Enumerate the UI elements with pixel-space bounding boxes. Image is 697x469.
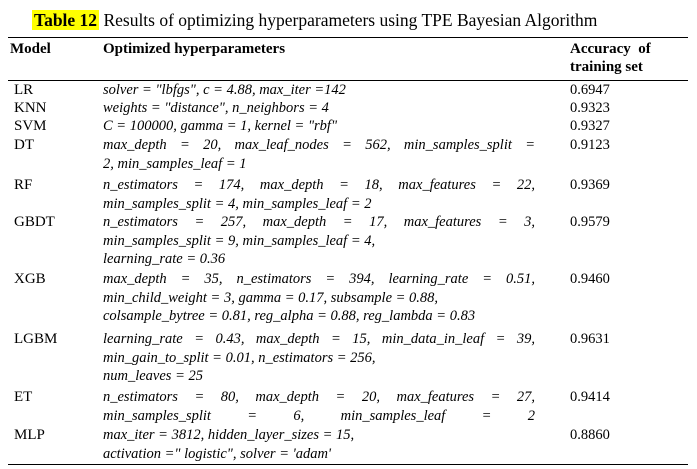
hyperparameters: max_iter = 3812, hidden_layer_sizes = 15… (103, 426, 535, 463)
header-rule (8, 80, 688, 81)
table-caption: Table 12 Results of optimizing hyperpara… (32, 9, 672, 31)
accuracy-value: 0.8860 (570, 427, 610, 443)
hyperparameter-line: 2, min_samples_leaf = 1 (103, 155, 247, 172)
accuracy-value: 0.9631 (570, 331, 610, 347)
model-name: ET (14, 389, 33, 405)
accuracy-value: 0.9369 (570, 177, 610, 193)
table-label: Table 12 (32, 10, 100, 30)
hyperparameter-line: n_estimators = 80, max_depth = 20, max_f… (103, 389, 535, 405)
model-name: RF (14, 177, 33, 193)
hyperparameter-line: min_samples_split = 4, min_samples_leaf … (103, 195, 372, 212)
hyperparameters: weights = "distance", n_neighbors = 4 (103, 99, 535, 118)
accuracy-value: 0.9327 (570, 118, 610, 134)
accuracy-value: 0.9460 (570, 271, 610, 287)
model-name: GBDT (14, 214, 55, 230)
top-rule (8, 37, 688, 38)
model-name: MLP (14, 427, 45, 443)
hyperparameter-line: min_child_weight = 3, gamma = 0.17, subs… (103, 289, 439, 306)
hyperparameters: n_estimators = 174, max_depth = 18, max_… (103, 176, 535, 213)
accuracy-value: 0.9123 (570, 137, 610, 153)
hyperparameter-line: num_leaves = 25 (103, 368, 203, 384)
hyperparameter-line: min_samples_split = 9, min_samples_leaf … (103, 232, 376, 249)
header-accuracy-line1: Accuracy of (570, 41, 651, 57)
header-params: Optimized hyperparameters (103, 41, 286, 57)
header-accuracy-line2: training set (570, 59, 643, 75)
accuracy-value: 0.6947 (570, 82, 610, 98)
model-name: LGBM (14, 331, 58, 347)
accuracy-value: 0.9323 (570, 100, 610, 116)
model-name: XGB (14, 271, 46, 287)
hyperparameter-line: n_estimators = 174, max_depth = 18, max_… (103, 177, 535, 193)
hyperparameter-line: C = 100000, gamma = 1, kernel = "rbf" (103, 118, 338, 134)
hyperparameter-line: learning_rate = 0.43, max_depth = 15, mi… (103, 331, 535, 347)
hyperparameter-line: colsample_bytree = 0.81, reg_alpha = 0.8… (103, 308, 476, 324)
header-model: Model (10, 41, 51, 57)
hyperparameter-line: max_iter = 3812, hidden_layer_sizes = 15… (103, 427, 355, 443)
hyperparameter-line: min_samples_split = 6, min_samples_leaf … (103, 407, 535, 424)
hyperparameter-line: learning_rate = 0.36 (103, 251, 226, 267)
hyperparameter-line: activation =" logistic", solver = 'adam' (103, 445, 332, 462)
accuracy-value: 0.9579 (570, 214, 610, 230)
model-name: LR (14, 82, 34, 98)
accuracy-value: 0.9414 (570, 389, 610, 405)
hyperparameters: learning_rate = 0.43, max_depth = 15, mi… (103, 330, 535, 386)
hyperparameter-line: min_gain_to_split = 0.01, n_estimators =… (103, 349, 376, 366)
header-accuracy: Accuracy of training set (570, 40, 680, 76)
model-name: KNN (14, 100, 47, 116)
hyperparameters: max_depth = 35, n_estimators = 394, lear… (103, 270, 535, 326)
hyperparameters: max_depth = 20, max_leaf_nodes = 562, mi… (103, 136, 535, 173)
model-name: DT (14, 137, 34, 153)
hyperparameter-line: n_estimators = 257, max_depth = 17, max_… (103, 214, 535, 230)
caption-text: Results of optimizing hyperparameters us… (99, 10, 598, 30)
hyperparameters: n_estimators = 80, max_depth = 20, max_f… (103, 388, 535, 425)
hyperparameters: n_estimators = 257, max_depth = 17, max_… (103, 213, 535, 269)
hyperparameter-line: weights = "distance", n_neighbors = 4 (103, 100, 329, 116)
hyperparameters: C = 100000, gamma = 1, kernel = "rbf" (103, 117, 535, 136)
model-name: SVM (14, 118, 47, 134)
hyperparameter-line: max_depth = 35, n_estimators = 394, lear… (103, 271, 535, 287)
hyperparameters: solver = "lbfgs", c = 4.88, max_iter =14… (103, 81, 535, 100)
bottom-rule (8, 464, 688, 465)
hyperparameter-line: solver = "lbfgs", c = 4.88, max_iter =14… (103, 82, 346, 98)
hyperparameter-line: max_depth = 20, max_leaf_nodes = 562, mi… (103, 137, 535, 153)
